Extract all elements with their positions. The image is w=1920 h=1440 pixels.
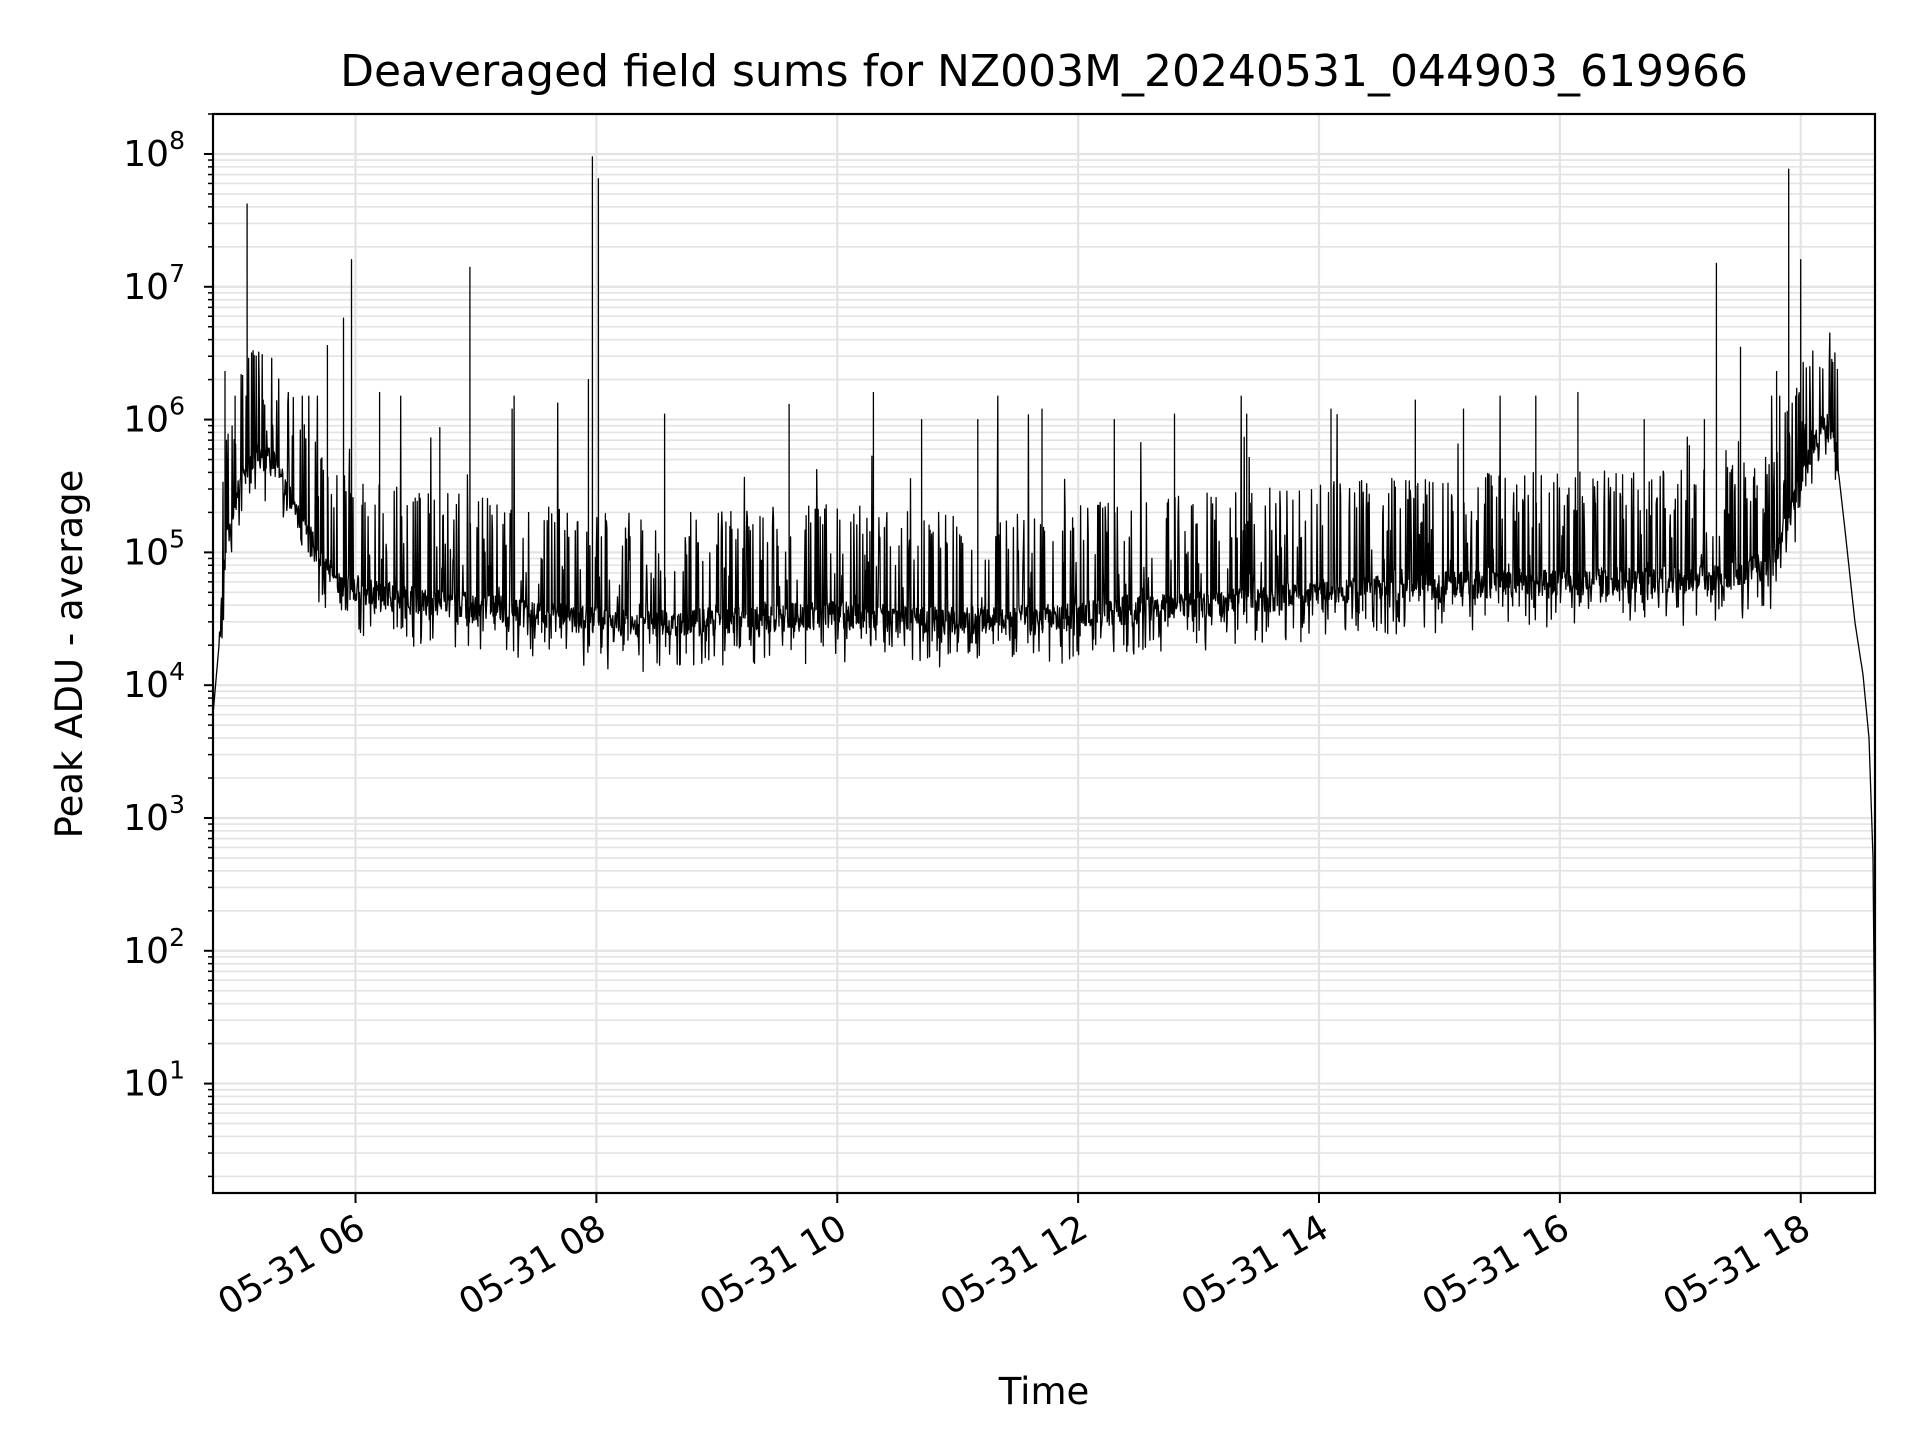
y-axis-label: Peak ADU - average [48,470,91,839]
y-tick-label: 101 [123,1056,185,1105]
series-line [212,156,1876,1084]
y-tick-label: 105 [123,524,185,573]
plot-frame [211,112,1877,1195]
series-layer [212,156,1876,1084]
x-axis-label: Time [998,1370,1090,1413]
grid-layer [213,113,1875,1193]
y-tick-label: 103 [123,790,185,839]
chart-title: Deaveraged field sums for NZ003M_2024053… [340,46,1748,97]
y-tick-label: 102 [123,923,185,972]
y-tick-label: 106 [123,392,185,441]
y-tick-label: 104 [123,657,185,706]
y-tick-label: 107 [123,259,185,308]
y-tick-label: 108 [123,126,185,175]
